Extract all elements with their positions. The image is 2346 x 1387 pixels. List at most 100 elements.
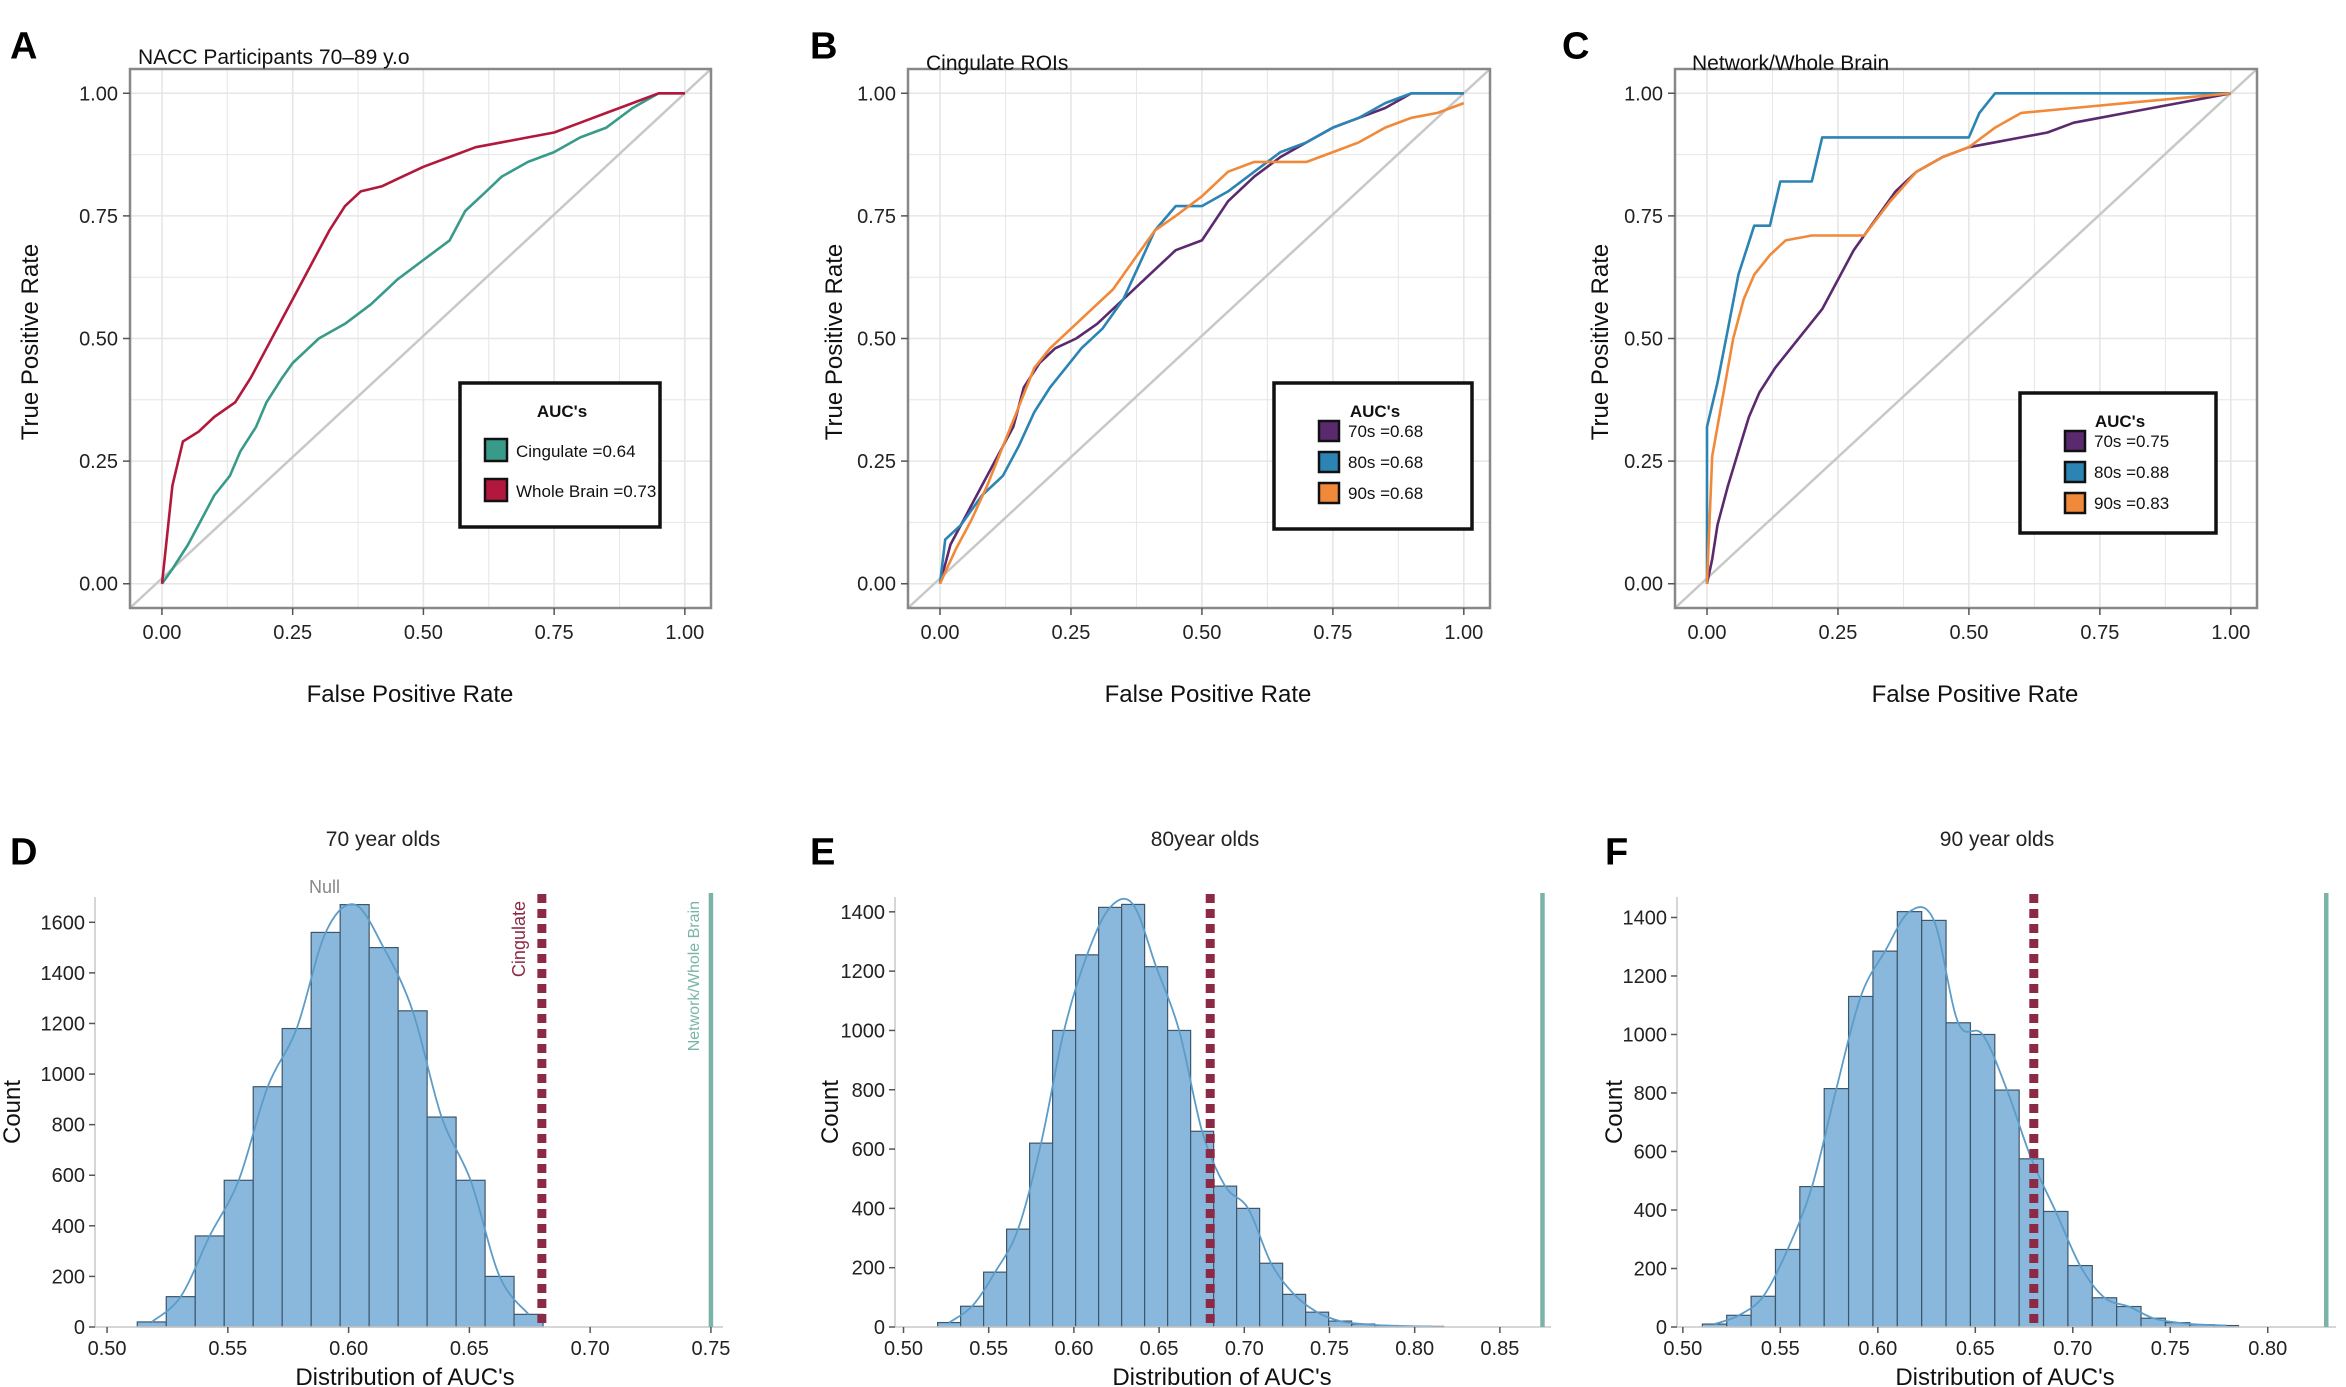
y-tick-label: 1200 bbox=[41, 1013, 86, 1035]
histogram-bar bbox=[397, 1010, 428, 1328]
y-tick-label: 800 bbox=[52, 1115, 85, 1137]
kde-curve bbox=[1714, 906, 2227, 1327]
roc-panel-a: 0.00 0.25 0.50 0.75 1.00 0.00 0.25 0.50 0.75 1.00… bbox=[10, 25, 713, 708]
x-tick-label: 0.70 bbox=[571, 1338, 610, 1360]
y-tick-label: 800 bbox=[852, 1080, 885, 1102]
y-tick-label: 1000 bbox=[41, 1064, 86, 1086]
y-axis-label: Count bbox=[0, 1080, 26, 1144]
histogram-bar bbox=[310, 931, 341, 1328]
histogram-panel-e: 0.50 0.55 0.60 0.65 0.70 0.75 0.80 0.85 0 200 400 6… bbox=[810, 828, 1551, 1387]
x-tick-label: 0.50 bbox=[1663, 1338, 1702, 1360]
x-tick-label: 0.55 bbox=[969, 1338, 1008, 1360]
x-tick-label: 0.80 bbox=[1395, 1338, 1434, 1360]
histogram-bar bbox=[1823, 1087, 1850, 1328]
legend-swatch bbox=[1317, 481, 1341, 505]
legend-swatch bbox=[483, 477, 509, 503]
x-axis-label: Distribution of AUC's bbox=[1895, 1364, 2114, 1387]
diagonal-reference-line bbox=[129, 68, 712, 609]
y-tick-label: 0.75 bbox=[857, 206, 896, 228]
histogram-bar bbox=[1144, 966, 1169, 1328]
legend-swatch bbox=[1317, 419, 1341, 443]
panel-title: Network/Whole Brain bbox=[1692, 52, 1889, 75]
histogram-bar bbox=[1167, 1029, 1192, 1328]
histogram-bar bbox=[1994, 1089, 2020, 1328]
y-tick-label: 1000 bbox=[841, 1020, 886, 1042]
x-tick-label: 0.75 bbox=[535, 622, 574, 644]
y-tick-label: 1.00 bbox=[1624, 83, 1663, 105]
histogram-bar bbox=[1029, 1142, 1054, 1328]
histogram-bar bbox=[1075, 954, 1100, 1328]
histogram-bar bbox=[1259, 1262, 1284, 1328]
roc-curve-3 bbox=[1705, 92, 2231, 584]
histogram-bar bbox=[368, 946, 399, 1328]
histogram-bar bbox=[426, 1116, 457, 1328]
legend-swatch bbox=[2063, 491, 2087, 515]
histogram-bar bbox=[983, 1271, 1008, 1328]
histogram-bar bbox=[1847, 995, 1874, 1328]
y-tick-label: 0.25 bbox=[1624, 451, 1663, 473]
y-tick-label: 0 bbox=[1656, 1317, 1667, 1339]
x-tick-label: 0.75 bbox=[691, 1338, 730, 1360]
legend-entry: 80s =0.68 bbox=[1348, 453, 1423, 472]
legend-entry: Cingulate =0.64 bbox=[516, 442, 636, 461]
legend-swatch bbox=[2063, 460, 2087, 484]
x-tick-label: 0.55 bbox=[1761, 1338, 1800, 1360]
y-tick-label: 1400 bbox=[1623, 907, 1668, 929]
x-tick-label: 0.55 bbox=[208, 1338, 247, 1360]
roc-curve-2 bbox=[160, 92, 685, 584]
y-tick-label: 200 bbox=[1634, 1258, 1667, 1280]
x-tick-label: 0.75 bbox=[1310, 1338, 1349, 1360]
diagonal-reference-line bbox=[907, 68, 1491, 609]
x-tick-label: 0.60 bbox=[1054, 1338, 1093, 1360]
histogram-panel-f: 0.50 0.55 0.60 0.65 0.70 0.75 0.80 0 200 400 600 80… bbox=[1601, 828, 2336, 1387]
x-tick-label: 1.00 bbox=[1444, 622, 1483, 644]
histogram-bar bbox=[1121, 903, 1146, 1328]
kde-curve bbox=[948, 897, 1433, 1328]
roc-curve-2 bbox=[938, 92, 1464, 584]
legend-entry: 80s =0.88 bbox=[2094, 463, 2169, 482]
histogram-bar bbox=[1896, 911, 1923, 1328]
x-tick-label: 0.65 bbox=[1956, 1338, 1995, 1360]
legend-title: AUC's bbox=[537, 402, 587, 421]
y-tick-label: 0.50 bbox=[1624, 329, 1663, 351]
histogram-bar bbox=[2042, 1210, 2069, 1328]
histogram-panel-d: Null Cingulate Network/Whole Brain 0.50 0.55… bbox=[0, 828, 730, 1387]
x-tick-label: 0.75 bbox=[2151, 1338, 2190, 1360]
x-tick-label: 0.75 bbox=[2080, 622, 2119, 644]
y-tick-label: 400 bbox=[52, 1216, 85, 1238]
histogram-bar bbox=[1969, 1033, 1996, 1328]
histogram-bar bbox=[2067, 1264, 2093, 1328]
legend-title: AUC's bbox=[2095, 412, 2145, 431]
y-tick-label: 0.25 bbox=[79, 451, 118, 473]
diagonal-reference-line bbox=[1674, 68, 2258, 609]
x-axis-label: False Positive Rate bbox=[1105, 681, 1312, 708]
y-tick-label: 600 bbox=[52, 1165, 85, 1187]
x-tick-label: 1.00 bbox=[665, 622, 704, 644]
x-axis-label: Distribution of AUC's bbox=[295, 1364, 514, 1387]
y-axis-label: True Positive Rate bbox=[1587, 244, 1614, 441]
x-tick-label: 0.60 bbox=[329, 1338, 368, 1360]
histogram-bar bbox=[194, 1235, 225, 1328]
y-tick-label: 1.00 bbox=[79, 83, 118, 105]
y-tick-label: 0.25 bbox=[857, 451, 896, 473]
histogram-bar bbox=[1098, 906, 1123, 1328]
histogram-bar bbox=[1052, 1029, 1077, 1328]
x-tick-label: 0.50 bbox=[884, 1338, 923, 1360]
legend-swatch bbox=[483, 437, 509, 463]
x-tick-label: 0.50 bbox=[1182, 622, 1221, 644]
x-tick-label: 0.50 bbox=[1949, 622, 1988, 644]
null-label: Null bbox=[309, 877, 340, 897]
histogram-bar bbox=[2116, 1305, 2142, 1328]
panel-title: 70 year olds bbox=[326, 828, 440, 851]
legend-swatch bbox=[1317, 450, 1341, 474]
y-axis-label: True Positive Rate bbox=[821, 244, 848, 441]
y-tick-label: 0.50 bbox=[857, 329, 896, 351]
legend-entry: 70s =0.68 bbox=[1348, 422, 1423, 441]
x-tick-label: 0.00 bbox=[142, 622, 181, 644]
histogram-bar bbox=[1006, 1228, 1031, 1328]
x-tick-label: 0.65 bbox=[450, 1338, 489, 1360]
x-tick-label: 0.75 bbox=[1313, 622, 1352, 644]
x-axis-label: Distribution of AUC's bbox=[1112, 1364, 1331, 1387]
y-tick-label: 0.75 bbox=[79, 206, 118, 228]
